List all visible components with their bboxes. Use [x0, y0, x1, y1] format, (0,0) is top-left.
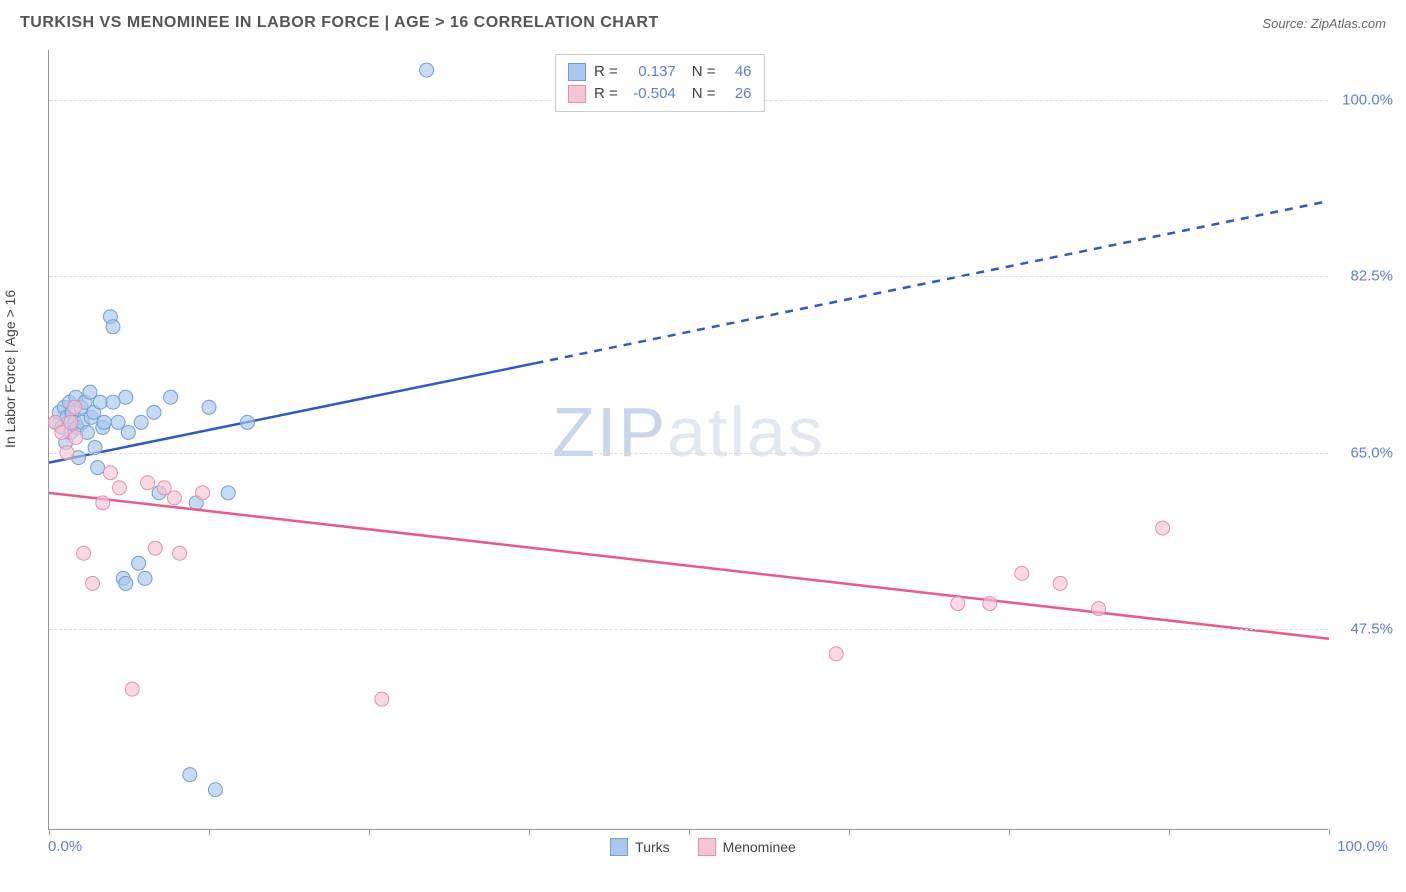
series-legend-item: Turks — [610, 838, 669, 856]
data-point — [202, 400, 216, 414]
data-point — [77, 546, 91, 560]
data-point — [141, 476, 155, 490]
data-point — [138, 571, 152, 585]
data-point — [106, 320, 120, 334]
chart-svg — [49, 50, 1328, 829]
n-label: N = — [692, 83, 716, 105]
data-point — [208, 783, 222, 797]
data-point — [148, 541, 162, 555]
data-point — [183, 768, 197, 782]
legend-row: R = -0.504 N = 26 — [568, 83, 752, 105]
series-name: Menominee — [723, 839, 796, 855]
data-point — [96, 496, 110, 510]
plot-area: ZIPatlas 47.5%65.0%82.5%100.0% — [48, 50, 1328, 830]
y-tick-label: 82.5% — [1333, 268, 1393, 285]
data-point — [951, 597, 965, 611]
r-label: R = — [594, 61, 618, 83]
legend-swatch — [610, 838, 628, 856]
data-point — [240, 415, 254, 429]
x-tick — [689, 829, 690, 835]
data-point — [983, 597, 997, 611]
data-point — [93, 395, 107, 409]
chart-title: TURKISH VS MENOMINEE IN LABOR FORCE | AG… — [20, 14, 659, 32]
x-tick — [529, 829, 530, 835]
r-value: -0.504 — [626, 83, 676, 105]
x-tick — [369, 829, 370, 835]
y-tick-label: 65.0% — [1333, 444, 1393, 461]
legend-swatch — [698, 838, 716, 856]
data-point — [1053, 576, 1067, 590]
x-tick — [849, 829, 850, 835]
data-point — [64, 415, 78, 429]
grid-line — [49, 629, 1328, 630]
data-point — [97, 415, 111, 429]
n-value: 26 — [724, 83, 752, 105]
x-tick — [1009, 829, 1010, 835]
data-point — [167, 491, 181, 505]
data-point — [121, 425, 135, 439]
y-tick-label: 100.0% — [1333, 92, 1393, 109]
data-point — [1156, 521, 1170, 535]
trend-line-solid — [49, 493, 1329, 639]
data-point — [1092, 602, 1106, 616]
data-point — [164, 390, 178, 404]
data-point — [1015, 566, 1029, 580]
data-point — [125, 682, 139, 696]
y-tick-label: 47.5% — [1333, 620, 1393, 637]
legend-row: R = 0.137 N = 46 — [568, 61, 752, 83]
x-tick — [1329, 829, 1330, 835]
data-point — [132, 556, 146, 570]
data-point — [420, 63, 434, 77]
n-value: 46 — [724, 61, 752, 83]
x-tick — [1169, 829, 1170, 835]
data-point — [106, 395, 120, 409]
n-label: N = — [692, 61, 716, 83]
data-point — [68, 400, 82, 414]
data-point — [91, 461, 105, 475]
y-axis-title: In Labor Force | Age > 16 — [2, 290, 18, 448]
grid-line — [49, 276, 1328, 277]
series-legend-item: Menominee — [698, 838, 796, 856]
series-legend: Turks Menominee — [0, 838, 1406, 856]
data-point — [375, 692, 389, 706]
x-tick — [209, 829, 210, 835]
r-label: R = — [594, 83, 618, 105]
source-label: Source: — [1262, 16, 1307, 31]
data-point — [196, 486, 210, 500]
legend-swatch — [568, 85, 586, 103]
r-value: 0.137 — [626, 61, 676, 83]
correlation-legend: R = 0.137 N = 46 R = -0.504 N = 26 — [555, 54, 765, 112]
legend-swatch — [568, 63, 586, 81]
grid-line — [49, 453, 1328, 454]
trend-line-dashed — [535, 201, 1329, 363]
data-point — [134, 415, 148, 429]
series-name: Turks — [635, 839, 669, 855]
source-attribution: Source: ZipAtlas.com — [1262, 16, 1386, 31]
data-point — [221, 486, 235, 500]
data-point — [103, 466, 117, 480]
data-point — [173, 546, 187, 560]
header: TURKISH VS MENOMINEE IN LABOR FORCE | AG… — [20, 14, 1386, 32]
source-value: ZipAtlas.com — [1311, 16, 1386, 31]
data-point — [119, 390, 133, 404]
data-point — [69, 430, 83, 444]
data-point — [112, 481, 126, 495]
data-point — [829, 647, 843, 661]
data-point — [119, 576, 133, 590]
data-point — [147, 405, 161, 419]
data-point — [86, 576, 100, 590]
x-tick — [49, 829, 50, 835]
trend-line-solid — [49, 363, 535, 462]
